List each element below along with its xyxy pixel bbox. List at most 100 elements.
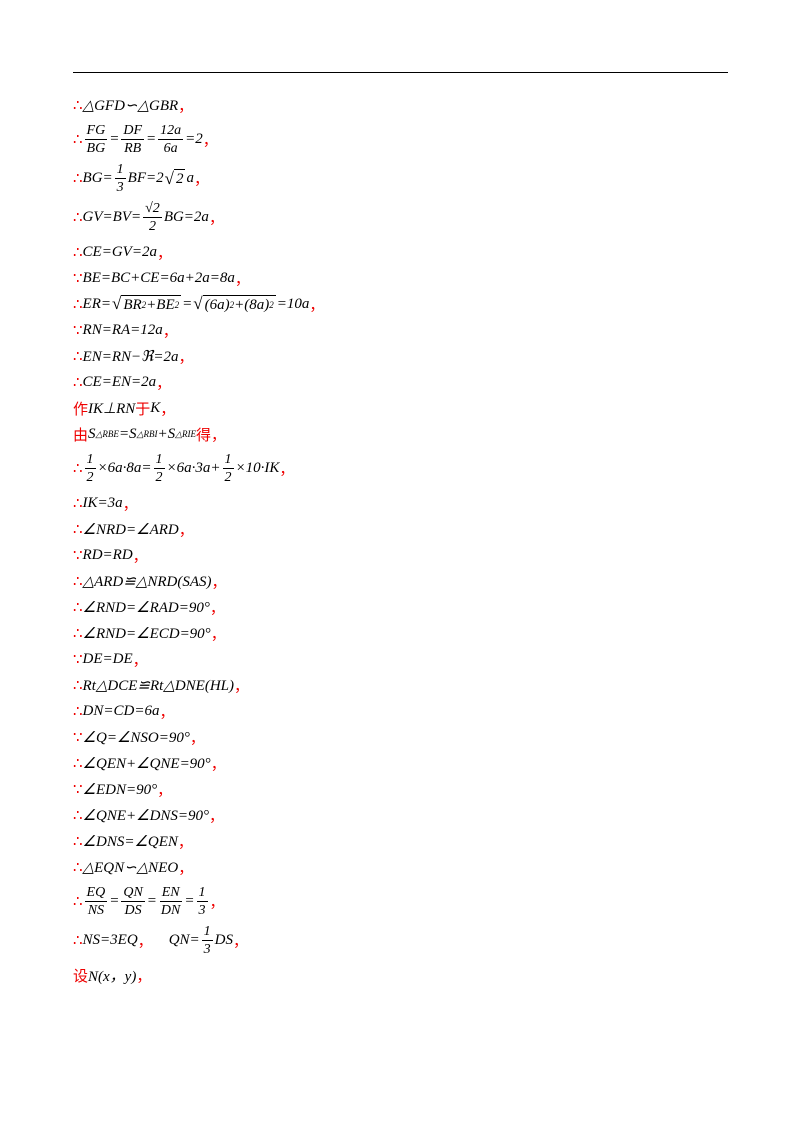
math-text: ∴ [73, 244, 83, 261]
math-text: =S [118, 425, 137, 442]
math-text: =2 [185, 131, 203, 147]
math-text: ∵ [73, 781, 83, 798]
solution-line: ∴ △GFD∽△GBR， [73, 92, 728, 118]
solution-line: ∴ EN=RN−ℜ=2a， [73, 343, 728, 369]
denominator: DN [160, 903, 181, 918]
denominator: 3 [198, 903, 206, 918]
math-text: ∠DNS=∠QEN [82, 833, 178, 850]
math-text: ∴ [73, 755, 83, 772]
math-text: ∵ [73, 729, 83, 746]
math-text: ， [193, 172, 209, 188]
math-text: Rt△DCE≌Rt△DNE(HL) [82, 677, 235, 694]
fraction: 12a 6a [158, 122, 184, 157]
math-text: ∴ [73, 677, 83, 694]
math-text: S [88, 425, 96, 442]
math-text: ∵ [73, 651, 83, 668]
superscript: 2 [141, 300, 147, 310]
math-text: ×6a·8a= [97, 460, 152, 476]
math-text: +BE [146, 296, 175, 313]
math-text: ， [279, 462, 295, 478]
math-text: ∵ [73, 547, 83, 564]
math-text: ∠Q=∠NSO=90° [82, 729, 190, 746]
math-text: ∠QEN+∠QNE=90° [82, 755, 211, 772]
math-text: BE=BC+CE=6a+2a=8a [82, 269, 235, 286]
math-text: +(8a) [234, 296, 270, 313]
square-root: √ (6a) 2 +(8a) 2 [193, 294, 276, 314]
denominator: 2 [148, 219, 156, 234]
subscript: △RBE [95, 428, 119, 439]
math-text: GV=BV= [82, 209, 142, 225]
numerator: √2 [143, 201, 162, 218]
math-text: ， [177, 834, 193, 851]
math-text: DS [214, 932, 233, 948]
math-text: N(x，y) [88, 968, 137, 985]
fraction: FG BG [84, 122, 108, 157]
math-text: K [150, 399, 161, 416]
math-text: ∴ [73, 894, 83, 910]
square-root: √ BR 2 +BE 2 [112, 294, 182, 314]
math-text: CE=EN=2a [82, 373, 157, 390]
math-text: ER= [82, 295, 111, 312]
math-text: ∴ [73, 625, 83, 642]
math-text: ∴ [73, 833, 83, 850]
math-text: ， [162, 323, 178, 340]
math-text: △EQN∽△NEO [82, 859, 179, 876]
math-text: ， [156, 245, 172, 262]
math-text: ∴ [73, 599, 83, 616]
solution-line: ∴ 1 2 ×6a·8a= 1 2 ×6a·3a+ 1 2 ×10·IK， [73, 451, 728, 486]
math-text: DE=DE [82, 650, 133, 667]
radicand: (6a) 2 +(8a) 2 [202, 294, 276, 314]
math-text: BG= [82, 170, 113, 186]
radical-sign: √ [112, 294, 122, 313]
solution-line: ∴ ∠QEN+∠QNE=90°， [73, 750, 728, 776]
math-text: ， [178, 522, 194, 539]
math-text: 设 [73, 968, 89, 985]
solution-line: ∵ RN=RA=12a， [73, 317, 728, 343]
solution-line: ∴ △EQN∽△NEO， [73, 854, 728, 880]
math-text: ， [122, 496, 138, 513]
math-text: =10a [276, 295, 310, 312]
math-text: BR [123, 296, 142, 313]
math-text: ∴ [73, 859, 83, 876]
math-text: ∠RND=∠ECD=90° [82, 625, 211, 642]
denominator: 6a [163, 141, 178, 156]
math-text: ， [208, 211, 224, 227]
math-text: ， [209, 895, 225, 911]
math-text: ∴ [73, 495, 83, 512]
math-text: BF=2 [127, 170, 164, 186]
math-text: 由 [73, 427, 89, 444]
math-text: ， [202, 133, 218, 149]
superscript: 2 [174, 300, 180, 310]
denominator: DS [124, 903, 142, 918]
math-text: ∴ [73, 374, 83, 391]
solution-line: ∴ ∠NRD=∠ARD， [73, 516, 728, 542]
math-text: CE=GV=2a [82, 243, 157, 260]
solution-line: ∴ ∠QNE+∠DNS=90°， [73, 802, 728, 828]
solution-line: ∵ BE=BC+CE=6a+2a=8a， [73, 265, 728, 291]
math-text: = [109, 893, 120, 909]
math-text: EN=RN−ℜ=2a [82, 348, 179, 365]
solution-line: ∴ NS=3EQ， QN= 1 3 DS， [73, 923, 728, 958]
solution-line: ∴ ∠RND=∠RAD=90°， [73, 594, 728, 620]
math-text: QN= [168, 932, 200, 948]
numerator: 12a [158, 123, 184, 140]
fraction: QN DS [121, 884, 145, 919]
denominator: 2 [86, 470, 94, 485]
math-text: ∴ [73, 573, 83, 590]
numerator: 1 [196, 885, 208, 902]
fraction: DF RB [121, 122, 145, 157]
solution-line: ∴ CE=EN=2a， [73, 369, 728, 395]
math-text: ∴ [73, 132, 83, 148]
denominator: 2 [224, 470, 232, 485]
math-text: ∴ [73, 807, 83, 824]
math-text: ∵ [73, 270, 83, 287]
math-text: RD=RD [82, 546, 133, 563]
solution-line: ∴ BG= 1 3 BF=2 √ 2 a， [73, 161, 728, 196]
denominator: RB [124, 141, 142, 156]
math-text: IK=3a [82, 494, 123, 511]
